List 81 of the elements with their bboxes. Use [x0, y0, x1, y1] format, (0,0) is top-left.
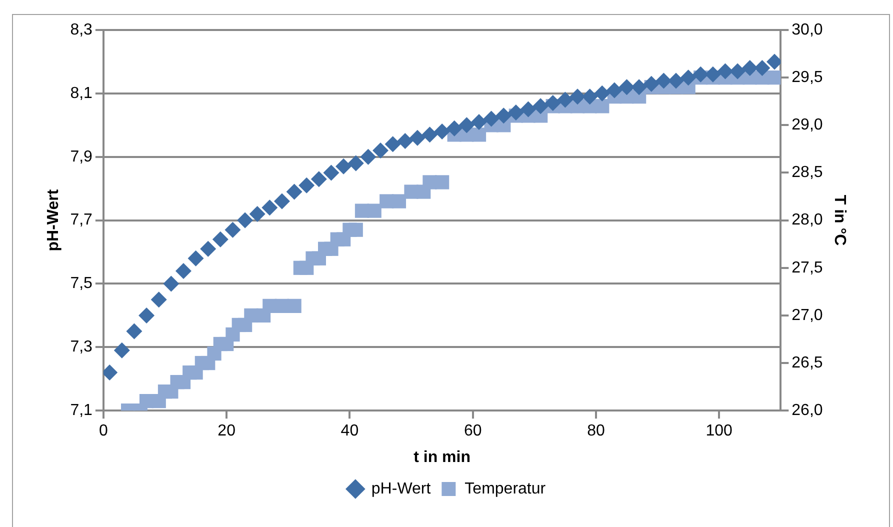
- y-tick-label: 7,7: [70, 212, 93, 229]
- legend-label: pH-Wert: [371, 480, 432, 498]
- y2-tick-label: 29,0: [792, 116, 823, 134]
- y2-tick-label: 27,0: [792, 306, 823, 324]
- point: [114, 342, 130, 358]
- point: [606, 82, 622, 98]
- point: [163, 276, 180, 292]
- point: [742, 60, 758, 76]
- point: [150, 292, 167, 308]
- y-axis-title: pH-Wert: [45, 188, 62, 252]
- y2-tick-label: 28,0: [792, 212, 823, 229]
- y2-tick-label: 27,5: [792, 259, 823, 276]
- point: [103, 364, 118, 381]
- legend-label: Temperatur: [464, 480, 546, 498]
- point: [262, 200, 278, 216]
- point: [126, 323, 142, 340]
- point: [520, 101, 536, 118]
- point: [409, 130, 426, 146]
- point: [200, 240, 216, 257]
- x-tick-label: 20: [218, 422, 236, 440]
- point: [138, 307, 155, 324]
- point: [310, 171, 327, 188]
- point: [508, 104, 524, 120]
- x-tick-label: 60: [464, 422, 482, 440]
- point: [188, 250, 204, 266]
- point: [730, 63, 746, 80]
- y-tick-label: 7,1: [70, 402, 93, 420]
- point: [397, 133, 414, 150]
- point: [237, 212, 254, 228]
- point: [274, 193, 290, 210]
- point: [384, 136, 401, 152]
- y-tick-label: 7,5: [70, 275, 93, 292]
- point: [323, 164, 340, 181]
- point: [446, 120, 462, 136]
- x-tick-label: 80: [587, 422, 605, 440]
- point: [224, 222, 241, 238]
- point: [668, 72, 684, 89]
- point: [249, 206, 266, 222]
- x-tick-label: 100: [706, 422, 733, 440]
- point: [631, 79, 648, 96]
- point: [496, 108, 512, 124]
- point: [569, 88, 586, 105]
- point: [656, 72, 672, 89]
- x-tick-label: 40: [340, 422, 359, 440]
- point: [704, 66, 721, 82]
- point: [422, 126, 438, 143]
- point: [618, 79, 635, 96]
- point: [594, 85, 610, 102]
- y2-tick-label: 30,0: [792, 21, 823, 38]
- y2-tick-label: 28,5: [792, 164, 823, 182]
- point: [348, 155, 364, 172]
- point: [544, 94, 561, 111]
- y-tick-label: 7,9: [70, 148, 93, 166]
- point: [582, 88, 598, 105]
- point: [298, 177, 315, 194]
- point: [470, 114, 487, 130]
- y-tick-label: 8,3: [70, 21, 93, 38]
- y2-tick-label: 26,5: [792, 354, 823, 372]
- point: [483, 110, 500, 127]
- point: [286, 184, 302, 200]
- y-tick-label: 8,1: [70, 84, 93, 102]
- point: [754, 60, 770, 76]
- point: [175, 263, 192, 280]
- point: [717, 63, 734, 80]
- y-tick-label: 7,3: [70, 338, 93, 356]
- point: [372, 142, 388, 159]
- point: [532, 98, 549, 114]
- point: [458, 117, 475, 134]
- x-tick-label: 0: [98, 422, 108, 440]
- y2-axis-title: T in °C: [830, 194, 848, 246]
- point: [212, 231, 228, 248]
- y2-tick-label: 26,0: [792, 402, 823, 420]
- x-axis-title: t in min: [414, 448, 470, 466]
- y2-tick-label: 29,5: [792, 68, 823, 86]
- point: [434, 123, 450, 140]
- point: [360, 148, 376, 165]
- point: [692, 66, 709, 82]
- point: [557, 92, 574, 108]
- point: [336, 158, 352, 174]
- point: [680, 70, 696, 86]
- point: [643, 76, 660, 92]
